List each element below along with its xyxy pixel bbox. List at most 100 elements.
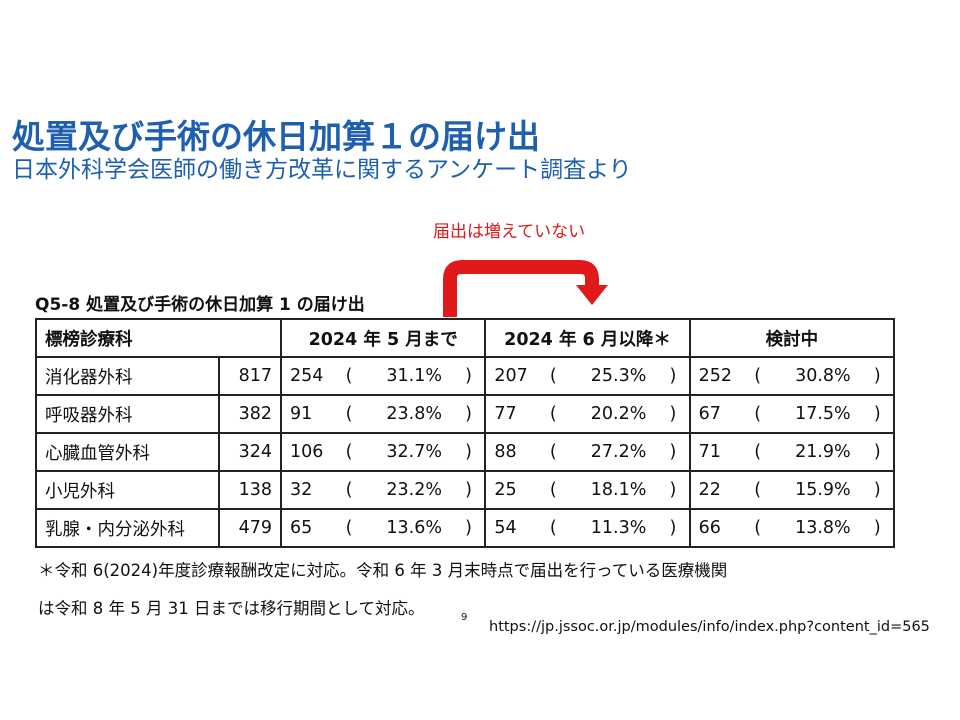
total-cell: 138 — [218, 470, 282, 510]
footnote-line-1: ＊令和 6(2024)年度診療報酬改定に対応。令和 6 年 3 月末時点で届出を… — [38, 561, 728, 580]
header-department: 標榜診療科 — [35, 318, 282, 358]
count-value: 88 — [494, 442, 517, 462]
percent-value: 17.5% — [795, 404, 851, 424]
percent-value: 23.2% — [386, 480, 442, 500]
red-arrow-icon — [443, 260, 608, 317]
header-under-consideration: 検討中 — [688, 318, 896, 358]
page-number: 9 — [461, 612, 468, 623]
count-value: 106 — [290, 442, 324, 462]
count-value: 65 — [290, 518, 313, 538]
count-value: 207 — [494, 366, 528, 386]
open-paren: ( — [345, 442, 353, 462]
table-row: 心臓血管外科 324 106 (32.7%) 88 (27.2%) 71 (21.9%) — [35, 432, 896, 472]
percent-value: 15.9% — [795, 480, 851, 500]
percent-value: 13.8% — [795, 518, 851, 538]
percent-value: 11.3% — [590, 518, 647, 538]
close-paren: ) — [873, 404, 881, 424]
period-cell-p2: 77 (20.2%) — [484, 394, 691, 434]
count-value: 252 — [698, 366, 733, 386]
period-cell-p2: 54 (11.3%) — [484, 508, 691, 548]
total-cell: 479 — [218, 508, 282, 548]
open-paren: ( — [754, 480, 762, 500]
period-cell-p1: 254 (31.1%) — [279, 356, 487, 396]
open-paren: ( — [549, 480, 557, 500]
period-cell-p3: 22 (15.9%) — [688, 470, 896, 510]
close-paren: ) — [465, 480, 472, 500]
open-paren: ( — [345, 404, 353, 424]
close-paren: ) — [465, 404, 472, 424]
total-cell: 324 — [218, 432, 282, 472]
open-paren: ( — [345, 480, 353, 500]
count-value: 32 — [290, 480, 313, 500]
percent-value: 31.1% — [386, 366, 442, 386]
department-cell: 小児外科 — [35, 470, 220, 510]
close-paren: ) — [873, 518, 881, 538]
percent-value: 23.8% — [386, 404, 442, 424]
count-value: 54 — [494, 518, 517, 538]
table-row: 小児外科 138 32 (23.2%) 25 (18.1%) 22 (15.9%) — [35, 470, 896, 510]
period-cell-p1: 65 (13.6%) — [279, 508, 487, 548]
slide-title: 処置及び手術の休日加算１の届け出 — [12, 117, 540, 156]
period-cell-p2: 25 (18.1%) — [484, 470, 691, 510]
close-paren: ) — [873, 480, 881, 500]
open-paren: ( — [754, 404, 762, 424]
source-url: https://jp.jssoc.or.jp/modules/info/inde… — [489, 619, 930, 635]
close-paren: ) — [669, 518, 677, 538]
count-value: 67 — [698, 404, 721, 424]
period-cell-p2: 88 (27.2%) — [484, 432, 691, 472]
close-paren: ) — [669, 366, 677, 386]
close-paren: ) — [669, 442, 677, 462]
count-value: 25 — [494, 480, 517, 500]
table-caption: Q5-8 処置及び手術の休日加算 1 の届け出 — [35, 295, 365, 315]
period-cell-p1: 32 (23.2%) — [279, 470, 487, 510]
period-cell-p3: 66 (13.8%) — [688, 508, 896, 548]
open-paren: ( — [754, 442, 762, 462]
open-paren: ( — [549, 404, 557, 424]
percent-value: 21.9% — [795, 442, 851, 462]
total-cell: 382 — [218, 394, 282, 434]
close-paren: ) — [465, 442, 472, 462]
close-paren: ) — [873, 442, 881, 462]
callout-text: 届出は増えていない — [433, 222, 586, 242]
survey-table: 標榜診療科 2024 年 5 月まで 2024 年 6 月以降＊ 検討中 消化器… — [35, 318, 896, 548]
table-row: 消化器外科 817 254 (31.1%) 207 (25.3%) 252 (30.8%) — [35, 356, 896, 396]
period-cell-p2: 207 (25.3%) — [484, 356, 691, 396]
slide-subtitle: 日本外科学会医師の働き方改革に関するアンケート調査より — [12, 157, 632, 183]
header-until-may-2024: 2024 年 5 月まで — [279, 318, 487, 358]
department-cell: 消化器外科 — [35, 356, 220, 396]
close-paren: ) — [465, 518, 472, 538]
open-paren: ( — [754, 518, 762, 538]
count-value: 66 — [698, 518, 721, 538]
count-value: 91 — [290, 404, 313, 424]
percent-value: 30.8% — [795, 366, 851, 386]
count-value: 71 — [698, 442, 721, 462]
open-paren: ( — [345, 366, 353, 386]
open-paren: ( — [754, 366, 762, 386]
period-cell-p3: 252 (30.8%) — [688, 356, 896, 396]
department-cell: 乳腺・内分泌外科 — [35, 508, 220, 548]
total-cell: 817 — [218, 356, 282, 396]
department-cell: 心臓血管外科 — [35, 432, 220, 472]
percent-value: 20.2% — [590, 404, 647, 424]
percent-value: 27.2% — [590, 442, 647, 462]
period-cell-p3: 71 (21.9%) — [688, 432, 896, 472]
header-from-june-2024: 2024 年 6 月以降＊ — [484, 318, 691, 358]
table-header-row: 標榜診療科 2024 年 5 月まで 2024 年 6 月以降＊ 検討中 — [35, 318, 896, 358]
count-value: 22 — [698, 480, 721, 500]
table-row: 乳腺・内分泌外科 479 65 (13.6%) 54 (11.3%) 66 (13.8%) — [35, 508, 896, 548]
table-row: 呼吸器外科 382 91 (23.8%) 77 (20.2%) 67 (17.5%) — [35, 394, 896, 434]
open-paren: ( — [549, 366, 557, 386]
close-paren: ) — [873, 366, 881, 386]
period-cell-p1: 91 (23.8%) — [279, 394, 487, 434]
count-value: 77 — [494, 404, 517, 424]
percent-value: 25.3% — [590, 366, 647, 386]
count-value: 254 — [290, 366, 324, 386]
percent-value: 18.1% — [590, 480, 647, 500]
open-paren: ( — [345, 518, 353, 538]
percent-value: 13.6% — [386, 518, 442, 538]
close-paren: ) — [465, 366, 472, 386]
open-paren: ( — [549, 442, 557, 462]
department-cell: 呼吸器外科 — [35, 394, 220, 434]
close-paren: ) — [669, 480, 677, 500]
period-cell-p3: 67 (17.5%) — [688, 394, 896, 434]
